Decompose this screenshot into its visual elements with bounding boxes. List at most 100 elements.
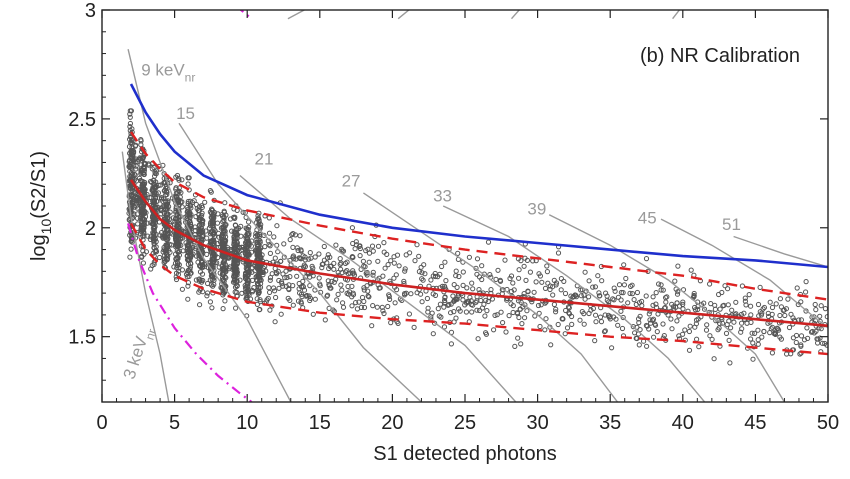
scatter-point xyxy=(448,341,454,347)
scatter-point xyxy=(325,252,331,258)
scatter-point xyxy=(500,320,506,326)
scatter-point xyxy=(139,253,145,259)
scatter-point xyxy=(739,283,746,289)
scatter-point xyxy=(178,242,184,248)
scatter-point xyxy=(254,301,260,307)
scatter-point xyxy=(793,332,800,339)
scatter-point xyxy=(393,272,399,278)
scatter-point xyxy=(675,263,681,269)
scatter-point xyxy=(179,177,185,183)
scatter-point xyxy=(386,292,392,298)
scatter-point xyxy=(727,360,733,366)
scatter-point xyxy=(658,282,664,288)
scatter-point xyxy=(134,178,140,184)
scatter-point xyxy=(131,171,137,177)
scatter-point xyxy=(803,289,809,295)
scatter-point xyxy=(578,293,584,299)
series-er-band-median xyxy=(129,83,828,269)
scatter-point xyxy=(759,334,765,340)
scatter-point xyxy=(498,309,504,315)
scatter-point xyxy=(173,256,179,262)
scatter-point xyxy=(506,313,512,319)
scatter-point xyxy=(199,237,205,243)
scatter-point xyxy=(618,289,625,296)
x-tick-label: 10 xyxy=(236,412,258,434)
scatter-point xyxy=(569,321,575,327)
scatter-point xyxy=(253,274,259,280)
scatter-point xyxy=(419,270,425,276)
scatter-point xyxy=(370,303,376,309)
scatter-point xyxy=(553,306,559,312)
scatter-point xyxy=(208,273,214,279)
contour-label: 9 keVnr xyxy=(141,60,195,84)
scatter-point xyxy=(129,157,136,163)
scatter-point xyxy=(173,237,179,243)
scatter-point xyxy=(503,329,509,335)
scatter-point xyxy=(612,288,618,294)
scatter-point xyxy=(516,314,522,321)
scatter-point xyxy=(205,280,211,287)
scatter-point xyxy=(278,311,284,317)
scatter-point xyxy=(289,232,295,238)
scatter-point xyxy=(272,255,278,261)
scatter-point xyxy=(340,304,347,310)
scatter-point xyxy=(582,269,588,275)
scatter-point xyxy=(225,255,231,261)
scatter-point xyxy=(369,323,375,329)
scatter-point xyxy=(179,267,185,273)
scatter-point xyxy=(646,311,652,317)
x-tick-label: 0 xyxy=(96,412,107,434)
scatter-point xyxy=(338,282,344,288)
scatter-point xyxy=(240,209,246,215)
scatter-point xyxy=(152,170,158,176)
energy-contour-top-segment xyxy=(672,10,681,20)
scatter-point xyxy=(276,285,282,291)
x-tick-label: 20 xyxy=(381,412,403,434)
scatter-point xyxy=(197,269,204,275)
scatter-point xyxy=(639,303,645,309)
scatter-point xyxy=(274,223,280,229)
scatter-point xyxy=(179,199,185,205)
scatter-point xyxy=(232,222,238,228)
scatter-point xyxy=(339,287,345,293)
scatter-point xyxy=(267,250,273,256)
scatter-point xyxy=(187,203,193,209)
scatter-point xyxy=(437,301,443,307)
scatter-point xyxy=(385,262,391,268)
energy-contour-top-segment xyxy=(510,10,521,20)
scatter-point xyxy=(453,268,459,274)
scatter-point xyxy=(460,297,466,303)
scatter-point xyxy=(414,242,420,248)
scatter-point xyxy=(441,304,447,310)
scatter-point xyxy=(748,312,754,318)
scatter-point xyxy=(190,245,196,251)
scatter-point xyxy=(334,297,340,303)
scatter-point xyxy=(418,264,424,270)
scatter-point xyxy=(482,313,488,319)
scatter-point xyxy=(707,281,713,287)
scatter-point xyxy=(588,307,594,313)
scatter-point xyxy=(344,268,350,274)
scatter-point xyxy=(222,200,228,206)
scatter-point xyxy=(408,291,414,297)
scatter-point xyxy=(197,222,203,228)
scatter-point xyxy=(669,326,675,332)
scatter-point xyxy=(729,307,735,313)
scatter-point xyxy=(495,267,501,273)
scatter-point xyxy=(173,174,179,180)
scatter-point xyxy=(445,302,451,308)
scatter-point xyxy=(660,321,666,327)
scatter-point xyxy=(483,331,489,337)
scatter-point xyxy=(769,324,776,330)
scatter-point xyxy=(210,283,216,289)
scatter-point xyxy=(728,325,734,331)
scatter-point xyxy=(590,284,596,290)
scatter-point xyxy=(798,342,804,348)
scatter-point xyxy=(298,291,305,297)
scatter-point xyxy=(558,276,565,282)
scatter-point xyxy=(127,120,133,127)
y-tick-label: 2 xyxy=(85,218,96,240)
scatter-point xyxy=(127,254,133,260)
scatter-point xyxy=(331,279,337,285)
scatter-point xyxy=(660,287,666,293)
